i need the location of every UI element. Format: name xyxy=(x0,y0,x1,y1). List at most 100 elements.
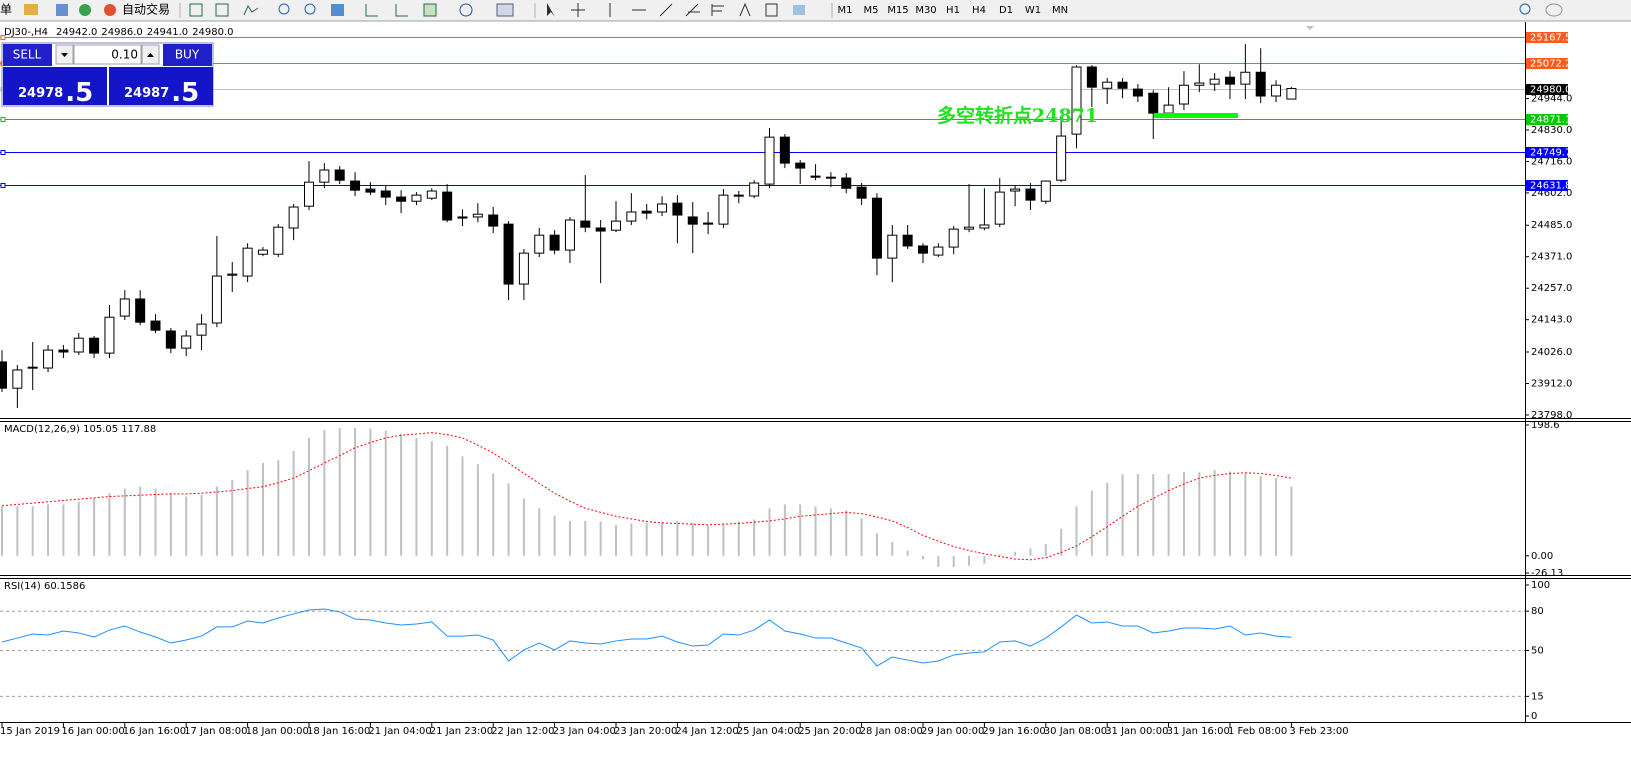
macd-bar xyxy=(292,451,295,556)
icon[interactable] xyxy=(547,3,555,17)
sell-price-main[interactable]: 24978 xyxy=(18,86,63,101)
chat-icon[interactable] xyxy=(1545,3,1563,17)
icon[interactable] xyxy=(278,3,290,15)
timeframe[interactable]: MN xyxy=(1052,5,1068,16)
x-tick-label: 23 Jan 04:00 xyxy=(553,726,616,737)
y-tick-label: 23912.0 xyxy=(1531,378,1572,389)
icon[interactable] xyxy=(243,4,259,16)
icon[interactable] xyxy=(571,3,585,17)
buy-price-fraction[interactable]: .5 xyxy=(171,78,199,108)
y-tick-label: 24371.0 xyxy=(1531,252,1572,263)
macd-bar xyxy=(676,520,679,556)
x-tick-label: 25 Jan 04:00 xyxy=(737,726,800,737)
icon[interactable] xyxy=(189,3,203,17)
y-tick-label: 100 xyxy=(1531,580,1550,591)
candle-body xyxy=(1286,88,1297,100)
candle-body xyxy=(718,194,729,225)
icon[interactable] xyxy=(331,4,344,16)
candle-body xyxy=(518,252,529,285)
sell-price-fraction[interactable]: .5 xyxy=(65,78,93,108)
macd-bar xyxy=(891,541,894,556)
macd-bar xyxy=(906,550,909,556)
candle-body xyxy=(227,273,238,276)
annotation[interactable]: 多空转折点24871 xyxy=(937,104,1098,127)
macd-bar xyxy=(599,521,602,556)
macd-bar xyxy=(1244,473,1247,556)
icon[interactable] xyxy=(765,3,778,17)
timeframe[interactable]: M5 xyxy=(864,5,879,16)
candle-body xyxy=(457,216,468,219)
icon[interactable] xyxy=(365,4,378,17)
timeframe[interactable]: M1 xyxy=(838,5,853,16)
timeframe[interactable]: M30 xyxy=(915,5,936,16)
level-marker[interactable] xyxy=(1154,113,1238,118)
icon[interactable] xyxy=(423,3,437,17)
timeframe[interactable]: H4 xyxy=(972,5,986,16)
buy-price-box[interactable] xyxy=(109,67,213,105)
candle-body xyxy=(488,214,499,227)
timeframe[interactable]: D1 xyxy=(999,5,1013,16)
icon[interactable] xyxy=(304,3,316,15)
price-label-bg xyxy=(1526,147,1568,158)
candle-body xyxy=(764,136,775,185)
candle-body xyxy=(334,169,345,181)
lot-value[interactable]: 0.10 xyxy=(111,48,138,62)
timeframe[interactable]: H1 xyxy=(946,5,960,16)
candle-body xyxy=(12,369,23,389)
sell-label[interactable]: SELL xyxy=(13,48,42,62)
macd-bar xyxy=(1182,472,1185,556)
auto-trading[interactable]: 自动交易 xyxy=(122,2,170,17)
arrow xyxy=(147,53,154,57)
macd-bar xyxy=(31,506,34,556)
auto-trading-icon[interactable] xyxy=(104,4,116,16)
macd-bar xyxy=(169,493,172,556)
macd-bar xyxy=(584,520,587,556)
toolbar-bg xyxy=(0,0,1631,21)
symbol: DJ30-,H4 xyxy=(4,27,48,38)
candle-body xyxy=(181,335,192,349)
lot-input[interactable] xyxy=(73,44,142,65)
trade-panel: SELL 0.10 BUY 24978.5 24987.5 xyxy=(1,42,214,108)
icon[interactable] xyxy=(685,3,700,17)
price-line-handle[interactable] xyxy=(0,183,6,188)
macd-bar xyxy=(246,470,249,556)
search-icon[interactable] xyxy=(1519,3,1531,15)
icon[interactable] xyxy=(79,4,91,16)
candle-body xyxy=(273,226,284,255)
buy-button[interactable] xyxy=(163,44,212,66)
sell-price-box[interactable] xyxy=(3,67,107,105)
icon[interactable] xyxy=(24,4,38,15)
timeframe[interactable]: M15 xyxy=(887,5,908,16)
icon[interactable] xyxy=(215,3,229,17)
x-tick-label: 31 Jan 00:00 xyxy=(1105,726,1168,737)
candle-body xyxy=(964,226,975,230)
buy-label[interactable]: BUY xyxy=(175,48,200,62)
icon[interactable] xyxy=(793,5,805,15)
candle-body xyxy=(626,211,637,222)
icon[interactable] xyxy=(496,3,514,17)
sell-button[interactable] xyxy=(3,44,52,66)
candle-body xyxy=(319,169,330,183)
macd-bar xyxy=(1229,471,1231,556)
icon[interactable] xyxy=(659,3,673,17)
timeframe[interactable]: W1 xyxy=(1025,5,1041,16)
menu-text[interactable]: 单 xyxy=(0,3,12,17)
buy-price-main[interactable]: 24987 xyxy=(124,86,169,101)
candle-body xyxy=(979,224,990,229)
price-line-handle[interactable] xyxy=(0,117,6,122)
sell-price[interactable]: 24978.5 xyxy=(18,78,93,108)
macd-bar xyxy=(737,521,740,556)
icon[interactable] xyxy=(739,2,751,17)
buy-price[interactable]: 24987.5 xyxy=(124,78,199,108)
y-tick-label: 50 xyxy=(1531,646,1544,657)
macd-bar xyxy=(323,430,326,556)
icon[interactable] xyxy=(395,4,408,17)
icon[interactable] xyxy=(711,4,724,16)
price-line-handle[interactable] xyxy=(0,150,6,155)
macd-bar xyxy=(952,555,955,567)
x-tick-label: 29 Jan 00:00 xyxy=(921,726,984,737)
price-line-handle[interactable] xyxy=(0,35,6,40)
ohlc-high: 24986.0 xyxy=(101,27,142,38)
icon[interactable] xyxy=(459,3,473,17)
icon[interactable] xyxy=(56,4,68,16)
